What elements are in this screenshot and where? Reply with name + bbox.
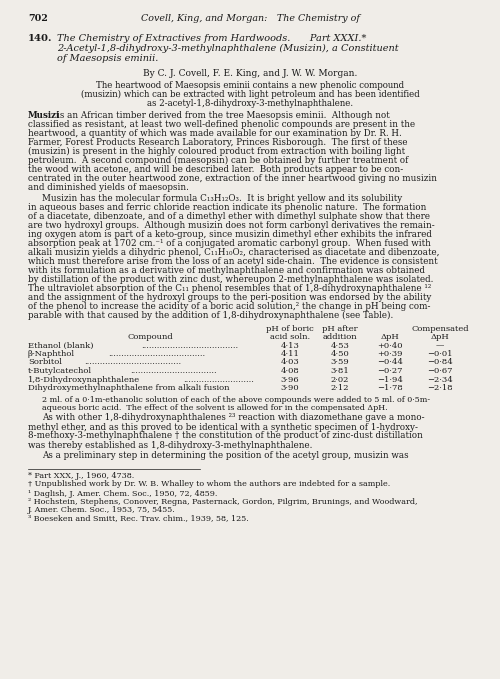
Text: 4·13: 4·13: [280, 342, 299, 350]
Text: −2·18: −2·18: [427, 384, 453, 392]
Text: alkali musizin yields a dihydric phenol, C₁₁H₁₀O₂, characterised as diacetate an: alkali musizin yields a dihydric phenol,…: [28, 248, 440, 257]
Text: centrated in the outer heartwood zone, extraction of the inner heartwood giving : centrated in the outer heartwood zone, e…: [28, 174, 437, 183]
Text: 4·50: 4·50: [330, 350, 349, 358]
Text: .....................................: .....................................: [84, 359, 181, 367]
Text: 3·96: 3·96: [280, 375, 299, 384]
Text: +0·40: +0·40: [378, 342, 403, 350]
Text: 4·08: 4·08: [280, 367, 299, 375]
Text: 2 ml. of a 0·1m-ethanolic solution of each of the above compounds were added to : 2 ml. of a 0·1m-ethanolic solution of ea…: [42, 395, 430, 403]
Text: .....................................: .....................................: [141, 342, 238, 350]
Text: † Unpublished work by Dr. W. B. Whalley to whom the authors are indebted for a s: † Unpublished work by Dr. W. B. Whalley …: [28, 481, 390, 488]
Text: 4·03: 4·03: [280, 359, 299, 367]
Text: Sorbitol: Sorbitol: [28, 359, 62, 367]
Text: 2·02: 2·02: [331, 375, 349, 384]
Text: —: —: [436, 342, 444, 350]
Text: ¹ Daglish, J. Amer. Chem. Soc., 1950, 72, 4859.: ¹ Daglish, J. Amer. Chem. Soc., 1950, 72…: [28, 490, 218, 498]
Text: +0·39: +0·39: [378, 350, 403, 358]
Text: The Chemistry of Extractives from Hardwoods.  Part XXXI.*: The Chemistry of Extractives from Hardwo…: [57, 34, 366, 43]
Text: was thereby established as 1,8-dihydroxy-3-methylnaphthalene.: was thereby established as 1,8-dihydroxy…: [28, 441, 312, 449]
Text: parable with that caused by the addition of 1,8-dihydroxynaphthalene (see Table): parable with that caused by the addition…: [28, 311, 393, 320]
Text: J. Amer. Chem. Soc., 1953, 75, 5455.: J. Amer. Chem. Soc., 1953, 75, 5455.: [28, 507, 176, 515]
Text: and diminished yields of maesopsin.: and diminished yields of maesopsin.: [28, 183, 189, 192]
Text: Musizin has the molecular formula C₁₃H₁₂O₃.  It is bright yellow and its solubil: Musizin has the molecular formula C₁₃H₁₂…: [42, 194, 402, 203]
Text: −0·27: −0·27: [378, 367, 403, 375]
Text: ² Hochstein, Stephens, Conover, Regna, Pasternack, Gordon, Pilgrim, Brunings, an: ² Hochstein, Stephens, Conover, Regna, P…: [28, 498, 417, 507]
Text: ³ Boeseken and Smitt, Rec. Trav. chim., 1939, 58, 125.: ³ Boeseken and Smitt, Rec. Trav. chim., …: [28, 515, 249, 523]
Text: 1,8-Dihydroxynaphthalene: 1,8-Dihydroxynaphthalene: [28, 375, 140, 384]
Text: ΔpH: ΔpH: [380, 333, 400, 341]
Text: −0·44: −0·44: [377, 359, 403, 367]
Text: of the phenol to increase the acidity of a boric acid solution,² the change in p: of the phenol to increase the acidity of…: [28, 302, 430, 311]
Text: and the assignment of the hydroxyl groups to the peri-position was endorsed by t: and the assignment of the hydroxyl group…: [28, 293, 431, 302]
Text: (musizin) which can be extracted with light petroleum and has been identified: (musizin) which can be extracted with li…: [80, 90, 419, 99]
Text: 702: 702: [28, 14, 48, 23]
Text: t-Butylcatechol: t-Butylcatechol: [28, 367, 92, 375]
Text: pH after: pH after: [322, 325, 358, 333]
Text: of Maesopsis eminii.: of Maesopsis eminii.: [57, 54, 158, 63]
Text: .....................................: .....................................: [108, 350, 205, 358]
Text: (musizin) is present in the highly coloured product from extraction with boiling: (musizin) is present in the highly colou…: [28, 147, 405, 156]
Text: ...........................: ...........................: [183, 375, 254, 384]
Text: Dihydroxymethylnaphthalene from alkali fusion: Dihydroxymethylnaphthalene from alkali f…: [28, 384, 230, 392]
Text: −0·84: −0·84: [427, 359, 453, 367]
Text: The ultraviolet absorption of the C₁₁ phenol resembles that of 1,8-dihydroxynaph: The ultraviolet absorption of the C₁₁ ph…: [28, 284, 431, 293]
Text: addition: addition: [322, 333, 358, 341]
Text: −0·01: −0·01: [427, 350, 453, 358]
Text: absorption peak at 1702 cm.⁻¹ of a conjugated aromatic carbonyl group.  When fus: absorption peak at 1702 cm.⁻¹ of a conju…: [28, 239, 431, 248]
Text: The heartwood of Maesopsis eminii contains a new phenolic compound: The heartwood of Maesopsis eminii contai…: [96, 81, 404, 90]
Text: 3·81: 3·81: [330, 367, 349, 375]
Text: −1·94: −1·94: [377, 375, 403, 384]
Text: as 2-acetyl-1,8-dihydroxy-3-methylnaphthalene.: as 2-acetyl-1,8-dihydroxy-3-methylnaphth…: [147, 99, 353, 108]
Text: Ethanol (blank): Ethanol (blank): [28, 342, 94, 350]
Text: As with other 1,8-dihydroxynaphthalenes ²³ reaction with diazomethane gave a mon: As with other 1,8-dihydroxynaphthalenes …: [42, 414, 424, 422]
Text: 2·12: 2·12: [331, 384, 349, 392]
Text: Compound: Compound: [127, 333, 173, 341]
Text: Farmer, Forest Products Research Laboratory, Princes Risborough.  The first of t: Farmer, Forest Products Research Laborat…: [28, 138, 407, 147]
Text: with its formulation as a derivative of methylnaphthalene and confirmation was o: with its formulation as a derivative of …: [28, 266, 425, 275]
Text: classified as resistant, at least two well-defined phenolic compounds are presen: classified as resistant, at least two we…: [28, 120, 415, 129]
Text: 8-methoxy-3-methylnaphthalene † the constitution of the product of zinc-dust dis: 8-methoxy-3-methylnaphthalene † the cons…: [28, 431, 423, 441]
Text: As a preliminary step in determining the position of the acetyl group, musizin w: As a preliminary step in determining the…: [42, 452, 408, 460]
Text: β-Naphthol: β-Naphthol: [28, 350, 75, 358]
Text: petroleum.  A second compound (maesopsin) can be obtained by further treatment o: petroleum. A second compound (maesopsin)…: [28, 156, 408, 165]
Text: By C. J. Covell, F. E. King, and J. W. W. Morgan.: By C. J. Covell, F. E. King, and J. W. W…: [143, 69, 357, 78]
Text: 3·90: 3·90: [280, 384, 299, 392]
Text: 140.: 140.: [28, 34, 52, 43]
Text: Musizi: Musizi: [28, 111, 60, 120]
Text: acid soln.: acid soln.: [270, 333, 310, 341]
Text: .................................: .................................: [130, 367, 216, 375]
Text: 3·59: 3·59: [330, 359, 349, 367]
Text: Covell, King, and Morgan: The Chemistry of: Covell, King, and Morgan: The Chemistry …: [140, 14, 360, 23]
Text: the wood with acetone, and will be described later.  Both products appear to be : the wood with acetone, and will be descr…: [28, 165, 403, 174]
Text: * Part XXX, J., 1960, 4738.: * Part XXX, J., 1960, 4738.: [28, 473, 134, 481]
Text: ΔpH: ΔpH: [430, 333, 450, 341]
Text: by distillation of the product with zinc dust, whereupon 2-methylnaphthalene was: by distillation of the product with zinc…: [28, 275, 434, 284]
Text: 2-Acetyl-1,8-dihydroxy-3-methylnaphthalene (Musizin), a Constituent: 2-Acetyl-1,8-dihydroxy-3-methylnaphthale…: [57, 44, 398, 53]
Text: Compensated: Compensated: [411, 325, 469, 333]
Text: heartwood, a quantity of which was made available for our examination by Dr. R. : heartwood, a quantity of which was made …: [28, 129, 402, 138]
Text: which must therefore arise from the loss of an acetyl side-chain.  The evidence : which must therefore arise from the loss…: [28, 257, 438, 266]
Text: −1·78: −1·78: [377, 384, 403, 392]
Text: 4·11: 4·11: [280, 350, 299, 358]
Text: methyl ether, and as this proved to be identical with a synthetic specimen of 1-: methyl ether, and as this proved to be i…: [28, 422, 418, 431]
Text: of a diacetate, dibenzoate, and of a dimethyl ether with dimethyl sulphate show : of a diacetate, dibenzoate, and of a dim…: [28, 212, 430, 221]
Text: 4·53: 4·53: [330, 342, 349, 350]
Text: are two hydroxyl groups.  Although musizin does not form carbonyl derivatives th: are two hydroxyl groups. Although musizi…: [28, 221, 435, 230]
Text: pH of boric: pH of boric: [266, 325, 314, 333]
Text: in aqueous bases and ferric chloride reaction indicate its phenolic nature.  The: in aqueous bases and ferric chloride rea…: [28, 203, 426, 212]
Text: ing oxygen atom is part of a keto-group, since musizin dimethyl ether exhibits t: ing oxygen atom is part of a keto-group,…: [28, 230, 432, 239]
Text: is an African timber derived from the tree Maesopsis eminii.  Although not: is an African timber derived from the tr…: [57, 111, 390, 120]
Text: −2·34: −2·34: [427, 375, 453, 384]
Text: aqueous boric acid.  The effect of the solvent is allowed for in the compensated: aqueous boric acid. The effect of the so…: [42, 403, 388, 411]
Text: −0·67: −0·67: [427, 367, 453, 375]
